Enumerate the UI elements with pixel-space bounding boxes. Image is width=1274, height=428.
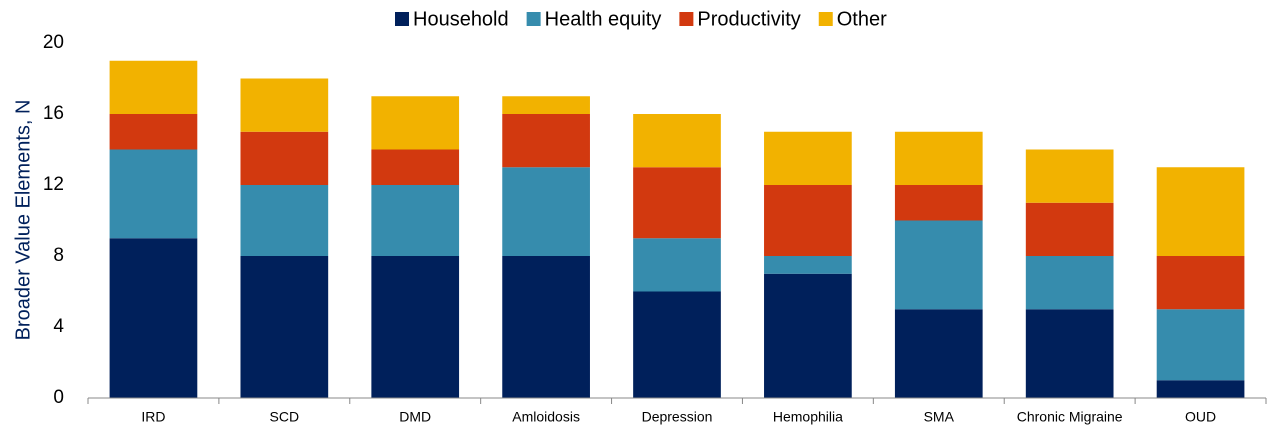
bar-segment <box>502 167 590 256</box>
y-axis-title: Broader Value Elements, N <box>12 100 34 341</box>
legend-swatch <box>679 12 694 26</box>
bar-segment <box>764 131 852 185</box>
bar-segment <box>1156 380 1245 398</box>
x-tick-label: SCD <box>270 409 300 425</box>
x-tick-label: Depression <box>642 409 713 425</box>
y-tick-label: 8 <box>53 245 64 266</box>
bar-segment <box>1025 256 1114 310</box>
bar-segment <box>1156 309 1245 381</box>
bar-segment <box>894 220 983 310</box>
bar-segment <box>240 185 329 256</box>
bar-segment <box>764 185 852 256</box>
bar-segment <box>894 185 983 221</box>
bar-segment <box>240 78 329 132</box>
y-tick-label: 0 <box>53 387 64 408</box>
bar-segment <box>633 167 721 239</box>
bar-segment <box>109 149 198 239</box>
y-tick-label: 20 <box>43 32 64 53</box>
legend-swatch <box>395 12 409 26</box>
bar-segment <box>109 60 198 114</box>
bar-segment <box>1025 202 1114 256</box>
legend-label: Other <box>837 8 887 30</box>
bar-segment <box>240 131 329 185</box>
bar-segment <box>240 256 329 398</box>
bar-segment <box>764 273 852 398</box>
legend-label: Health equity <box>545 8 662 30</box>
y-tick-label: 4 <box>53 316 64 337</box>
bar-segment <box>894 131 983 185</box>
bar-segment <box>502 256 590 398</box>
bar-segment <box>502 114 590 168</box>
y-tick-label: 16 <box>43 103 64 124</box>
x-tick-label: Amloidosis <box>512 409 580 425</box>
bar-segment <box>371 185 460 256</box>
bar-segment <box>371 256 460 398</box>
bar-segment <box>109 238 198 398</box>
bar-segment <box>371 96 460 150</box>
y-tick-label: 12 <box>43 174 64 195</box>
x-tick-label: DMD <box>399 409 431 425</box>
bar-segment <box>633 114 721 168</box>
bar-segment <box>894 309 983 398</box>
bar-segment <box>502 96 590 114</box>
legend-swatch <box>526 12 541 26</box>
bar-segment <box>371 149 460 185</box>
legend-swatch <box>818 12 833 26</box>
x-tick-label: Chronic Migraine <box>1017 409 1123 425</box>
legend-label: Productivity <box>697 8 800 30</box>
x-tick-label: OUD <box>1185 409 1216 425</box>
bar-segment <box>1025 309 1114 398</box>
bar-segment <box>1156 256 1245 310</box>
bar-segment <box>764 256 852 274</box>
bar-segment <box>1156 167 1245 256</box>
bar-segment <box>633 291 721 398</box>
x-tick-label: SMA <box>924 409 955 425</box>
bar-segment <box>109 114 198 150</box>
legend-label: Household <box>413 8 509 30</box>
bar-segment <box>633 238 721 292</box>
bar-segment <box>1025 149 1114 203</box>
x-tick-label: IRD <box>141 409 165 425</box>
x-tick-label: Hemophilia <box>773 409 843 425</box>
